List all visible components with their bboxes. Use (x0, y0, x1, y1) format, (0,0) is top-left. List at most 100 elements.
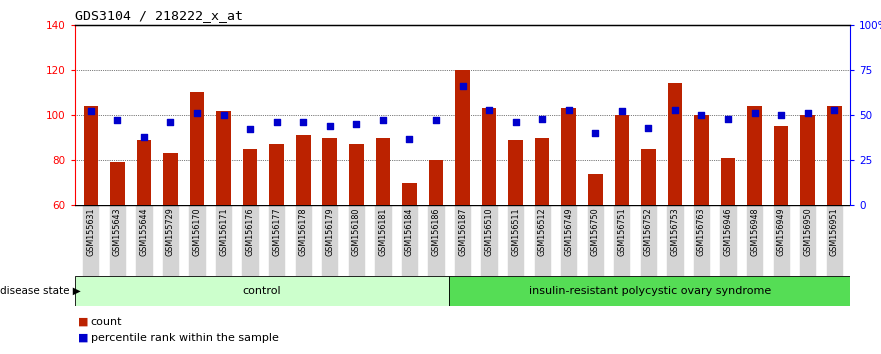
Text: GSM156171: GSM156171 (219, 207, 228, 256)
Bar (449, 276, 850, 306)
Text: GSM156170: GSM156170 (193, 207, 202, 256)
Bar (480, 205, 498, 276)
Point (801, 110, 815, 116)
Bar (163, 153, 178, 205)
Point (243, 127, 257, 132)
Point (589, 130, 603, 136)
Text: insulin-resistant polycystic ovary syndrome: insulin-resistant polycystic ovary syndr… (529, 286, 771, 296)
Bar (694, 115, 709, 205)
Bar (454, 205, 471, 276)
Bar (746, 205, 763, 276)
Point (668, 107, 682, 113)
Text: GSM156763: GSM156763 (697, 207, 706, 256)
Bar (508, 140, 523, 205)
Bar (588, 174, 603, 205)
Bar (773, 205, 789, 276)
Point (270, 119, 284, 125)
Text: ■: ■ (78, 317, 88, 327)
Text: GSM156750: GSM156750 (591, 207, 600, 256)
Bar (482, 108, 496, 205)
Bar (216, 110, 231, 205)
Bar (374, 205, 391, 276)
Text: GSM155631: GSM155631 (86, 207, 95, 256)
Bar (774, 126, 788, 205)
Point (429, 118, 443, 123)
Text: disease state ▶: disease state ▶ (0, 286, 81, 296)
Point (349, 121, 363, 127)
Bar (692, 205, 710, 276)
Bar (455, 70, 470, 205)
Bar (75, 276, 449, 306)
Text: percentile rank within the sample: percentile rank within the sample (91, 333, 278, 343)
Text: GSM156510: GSM156510 (485, 207, 493, 256)
Point (774, 112, 788, 118)
Bar (799, 205, 817, 276)
Bar (322, 138, 337, 205)
Bar (241, 205, 259, 276)
Point (84, 109, 98, 114)
Text: GSM156179: GSM156179 (325, 207, 334, 256)
Text: ■: ■ (78, 333, 88, 343)
Bar (84, 106, 98, 205)
Bar (349, 144, 364, 205)
Bar (827, 106, 841, 205)
Text: GSM156186: GSM156186 (432, 207, 440, 256)
Bar (587, 205, 603, 276)
Point (641, 125, 655, 131)
Point (217, 112, 231, 118)
Text: GSM156950: GSM156950 (803, 207, 812, 256)
Bar (243, 149, 257, 205)
Text: GSM156181: GSM156181 (378, 207, 388, 256)
Text: GSM156749: GSM156749 (564, 207, 574, 256)
Text: GSM155643: GSM155643 (113, 207, 122, 256)
Point (748, 110, 762, 116)
Point (694, 112, 708, 118)
Bar (108, 205, 126, 276)
Point (137, 134, 151, 139)
Text: GSM156187: GSM156187 (458, 207, 467, 256)
Text: GDS3104 / 218222_x_at: GDS3104 / 218222_x_at (75, 9, 243, 22)
Text: control: control (242, 286, 281, 296)
Point (296, 119, 310, 125)
Bar (375, 138, 390, 205)
Text: GSM156180: GSM156180 (352, 207, 361, 256)
Point (110, 118, 124, 123)
Bar (429, 160, 443, 205)
Bar (268, 205, 285, 276)
Bar (427, 205, 445, 276)
Bar (296, 135, 310, 205)
Text: GSM156949: GSM156949 (777, 207, 786, 256)
Text: GSM156948: GSM156948 (750, 207, 759, 256)
Bar (800, 115, 815, 205)
Text: GSM155644: GSM155644 (139, 207, 148, 256)
Point (376, 118, 390, 123)
Bar (615, 115, 629, 205)
Point (615, 109, 629, 114)
Bar (215, 205, 233, 276)
Bar (294, 205, 312, 276)
Bar (189, 92, 204, 205)
Bar (560, 205, 577, 276)
Text: GSM156512: GSM156512 (537, 207, 547, 256)
Bar (825, 205, 843, 276)
Point (322, 123, 337, 129)
Bar (189, 205, 205, 276)
Text: GSM156177: GSM156177 (272, 207, 281, 256)
Text: GSM156178: GSM156178 (299, 207, 307, 256)
Text: GSM156752: GSM156752 (644, 207, 653, 256)
Bar (640, 205, 657, 276)
Bar (721, 158, 736, 205)
Bar (401, 205, 418, 276)
Point (163, 119, 177, 125)
Text: GSM156951: GSM156951 (830, 207, 839, 256)
Bar (747, 106, 762, 205)
Point (535, 116, 549, 121)
Point (562, 107, 576, 113)
Point (403, 136, 417, 141)
Text: GSM156946: GSM156946 (723, 207, 732, 256)
Bar (402, 183, 417, 205)
Text: GSM156753: GSM156753 (670, 207, 679, 256)
Text: GSM156751: GSM156751 (618, 207, 626, 256)
Point (721, 116, 735, 121)
Text: count: count (91, 317, 122, 327)
